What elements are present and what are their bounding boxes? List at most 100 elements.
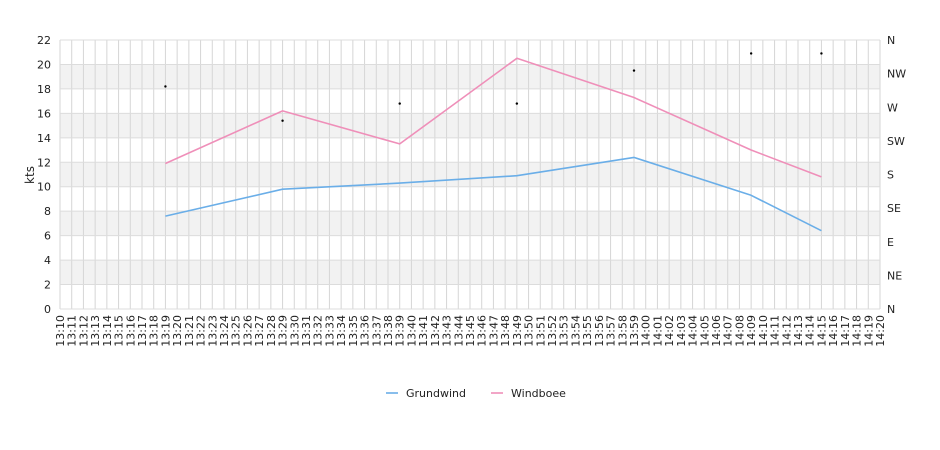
x-tick-label: 14:05	[698, 315, 711, 347]
y2-tick-label: NW	[887, 68, 906, 81]
horizontal-grid	[60, 39, 880, 310]
x-tick-label: 14:16	[827, 315, 840, 347]
y-axis-ticks: 0 2 4 6 8 10 12 14 16 18 20 22	[37, 34, 51, 316]
x-tick-label: 13:36	[359, 315, 372, 347]
x-tick-label: 13:19	[159, 315, 172, 347]
series-line-grundwind	[165, 156, 822, 232]
x-tick-label: 13:32	[312, 315, 325, 347]
x-tick-label: 14:20	[874, 315, 887, 347]
y-tick-label: 0	[44, 303, 51, 316]
x-tick-label: 13:10	[54, 315, 67, 347]
x-tick-label: 13:34	[335, 315, 348, 347]
x-tick-label: 14:18	[851, 315, 864, 347]
direction-point	[281, 119, 284, 122]
y2-tick-label: S	[887, 169, 894, 182]
x-tick-label: 13:17	[136, 315, 149, 347]
y2-tick-label: N	[887, 34, 895, 47]
x-tick-label: 13:14	[101, 315, 114, 347]
x-tick-label: 13:22	[195, 315, 208, 347]
legend-label: Windboee	[511, 387, 566, 400]
x-tick-label: 13:29	[277, 315, 290, 347]
y-tick-label: 20	[37, 58, 51, 71]
x-tick-label: 13:58	[616, 315, 629, 347]
y-tick-label: 10	[37, 181, 51, 194]
series-lines	[165, 57, 822, 232]
y-tick-label: 4	[44, 254, 51, 267]
x-tick-label: 14:19	[862, 315, 875, 347]
x-tick-label: 13:55	[581, 315, 594, 347]
x-tick-label: 13:48	[499, 315, 512, 347]
x-tick-label: 13:16	[124, 315, 137, 347]
x-tick-label: 13:12	[77, 315, 90, 347]
x-tick-label: 13:40	[405, 315, 418, 347]
direction-point	[749, 52, 753, 55]
direction-point	[820, 52, 823, 55]
x-tick-label: 13:26	[241, 315, 254, 347]
x-tick-label: 13:21	[183, 315, 196, 347]
x-tick-label: 14:07	[722, 315, 735, 347]
x-tick-label: 13:27	[253, 315, 266, 347]
y-tick-label: 14	[37, 132, 51, 145]
x-tick-label: 14:14	[804, 315, 817, 347]
x-tick-label: 13:49	[511, 315, 524, 347]
y2-axis-ticks: N NE E SE S SW W NW N	[887, 34, 906, 316]
y2-tick-label: N	[887, 303, 895, 316]
y-tick-label: 12	[37, 156, 51, 169]
x-tick-label: 13:50	[523, 315, 536, 347]
legend-label: Grundwind	[406, 387, 466, 400]
x-tick-label: 13:56	[593, 315, 606, 347]
x-tick-label: 14:03	[675, 315, 688, 347]
x-tick-label: 13:57	[605, 315, 618, 347]
y-tick-label: 8	[44, 205, 51, 218]
x-tick-label: 13:53	[558, 315, 571, 347]
x-tick-label: 13:44	[452, 315, 465, 347]
x-tick-label: 13:35	[347, 315, 360, 347]
direction-point	[164, 85, 167, 88]
x-tick-label: 13:42	[429, 315, 442, 347]
series-line-windboee	[165, 57, 822, 178]
x-tick-label: 13:28	[265, 315, 278, 347]
x-tick-label: 13:18	[148, 315, 161, 347]
x-tick-label: 14:13	[792, 315, 805, 347]
x-tick-label: 14:11	[769, 315, 782, 347]
x-tick-label: 13:59	[628, 315, 641, 347]
x-tick-label: 14:00	[640, 315, 653, 347]
x-tick-label: 13:41	[417, 315, 430, 347]
y-tick-label: 16	[37, 107, 51, 120]
x-tick-label: 13:11	[66, 315, 79, 347]
x-tick-label: 13:37	[370, 315, 383, 347]
y2-tick-label: SW	[887, 135, 905, 148]
x-tick-label: 14:02	[663, 315, 676, 347]
x-tick-label: 13:30	[288, 315, 301, 347]
x-tick-label: 13:23	[206, 315, 219, 347]
vertical-grid	[59, 40, 881, 309]
x-tick-label: 13:54	[569, 315, 582, 347]
x-axis-ticks: 13:1013:1113:1213:1313:1413:1513:1613:17…	[54, 315, 887, 347]
x-tick-label: 13:52	[546, 315, 559, 347]
y-axis-title: kts	[23, 166, 37, 184]
x-tick-label: 14:06	[710, 315, 723, 347]
x-tick-label: 13:33	[323, 315, 336, 347]
direction-point	[398, 102, 401, 105]
x-tick-label: 14:01	[651, 315, 664, 347]
x-tick-label: 13:39	[394, 315, 407, 347]
x-tick-label: 13:31	[300, 315, 313, 347]
x-tick-label: 14:17	[839, 315, 852, 347]
y2-tick-label: W	[887, 101, 898, 114]
x-tick-label: 14:10	[757, 315, 770, 347]
x-tick-label: 13:46	[476, 315, 489, 347]
x-tick-label: 13:24	[218, 315, 231, 347]
x-tick-label: 13:25	[230, 315, 243, 347]
x-tick-label: 13:43	[441, 315, 454, 347]
x-tick-label: 13:13	[89, 315, 102, 347]
x-tick-label: 14:09	[745, 315, 758, 347]
y-tick-label: 22	[37, 34, 51, 47]
x-tick-label: 14:12	[780, 315, 793, 347]
x-tick-label: 14:08	[733, 315, 746, 347]
x-tick-label: 13:15	[113, 315, 126, 347]
direction-points	[164, 52, 823, 122]
x-tick-label: 14:15	[815, 315, 828, 347]
direction-point	[632, 69, 636, 72]
x-tick-label: 13:51	[534, 315, 547, 347]
